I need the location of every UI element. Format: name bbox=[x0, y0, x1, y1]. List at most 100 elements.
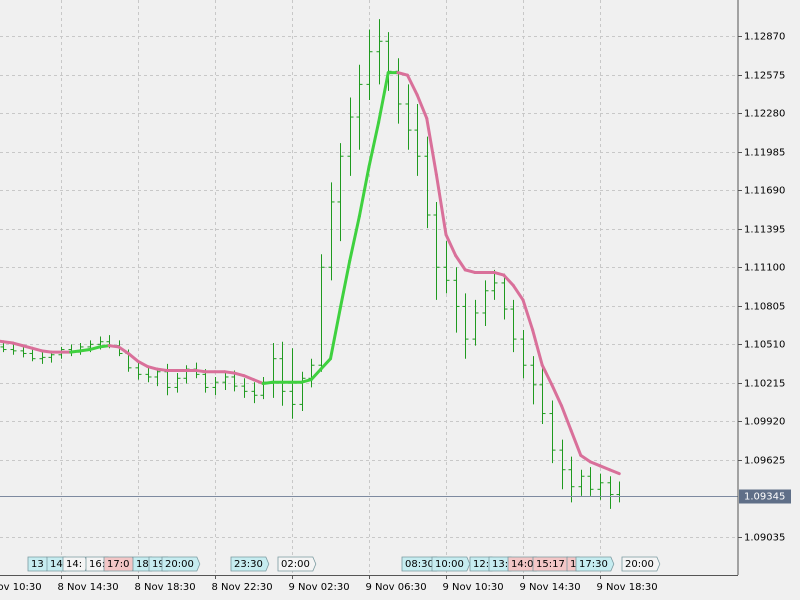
ma-segment bbox=[232, 371, 246, 378]
y-tick-label: 1.09920 bbox=[744, 417, 785, 428]
ma-segment bbox=[598, 464, 612, 472]
ma-segment bbox=[146, 365, 159, 371]
event-label: 14:0 bbox=[511, 559, 533, 570]
ma-segment bbox=[117, 345, 130, 355]
ma-segment bbox=[560, 404, 573, 433]
x-tick-label: 8 Nov 18:30 bbox=[135, 582, 196, 593]
ma-segment bbox=[194, 368, 207, 374]
ma-segment bbox=[11, 341, 24, 348]
y-tick-label: 1.11100 bbox=[744, 263, 785, 274]
x-tick-label: 9 Nov 10:30 bbox=[443, 582, 504, 593]
ma-segment bbox=[348, 214, 361, 263]
ma-segment bbox=[69, 349, 82, 354]
ma-segment bbox=[329, 307, 342, 361]
y-tick-label: 1.09625 bbox=[744, 456, 785, 467]
x-tick-label: 8 Nov 10:30 bbox=[0, 582, 42, 593]
ma-segment bbox=[88, 345, 101, 352]
ma-segment bbox=[463, 268, 477, 274]
y-tick-label: 1.12280 bbox=[744, 109, 785, 120]
y-tick-label: 1.11395 bbox=[744, 225, 785, 236]
ma-segment bbox=[521, 298, 535, 332]
event-label: 13 bbox=[31, 559, 44, 570]
ma-segment bbox=[444, 233, 458, 257]
y-tick-label: 1.10215 bbox=[744, 379, 785, 390]
current-price-box bbox=[739, 489, 791, 504]
y-tick-label: 1.12575 bbox=[744, 71, 785, 82]
ma-segment bbox=[0, 339, 5, 344]
ma-segment bbox=[415, 93, 429, 120]
ma-segment bbox=[309, 367, 323, 382]
ma-segment bbox=[319, 357, 332, 371]
event-tag bbox=[431, 556, 471, 572]
ma-segment bbox=[608, 468, 621, 476]
event-label: 14: bbox=[66, 559, 82, 570]
event-label: 08:30 bbox=[405, 559, 434, 570]
ma-segment bbox=[21, 344, 34, 350]
event-label: 17:0 bbox=[107, 559, 129, 570]
event-label: 20:00 bbox=[165, 559, 194, 570]
y-tick-label: 1.10510 bbox=[744, 340, 785, 351]
ma-segment bbox=[155, 367, 169, 372]
ma-segment bbox=[502, 273, 515, 288]
x-tick-label: 9 Nov 14:30 bbox=[520, 582, 581, 593]
event-label: 15:17 bbox=[536, 559, 565, 570]
event-label: 23:30 bbox=[234, 559, 263, 570]
x-tick-label: 9 Nov 06:30 bbox=[366, 582, 427, 593]
y-tick-label: 1.10805 bbox=[744, 302, 785, 313]
event-tag bbox=[277, 556, 317, 572]
event-label: 18 bbox=[136, 559, 149, 570]
ma-segment bbox=[357, 165, 371, 218]
event-tag bbox=[161, 556, 201, 572]
ma-segment bbox=[492, 270, 506, 277]
current-price-label: 1.09345 bbox=[744, 492, 785, 503]
y-tick-label: 1.11985 bbox=[744, 148, 785, 159]
axes: 1.12870 1.12575 1.12280 1.11985 1.11690 1.113… bbox=[0, 0, 791, 593]
event-label: 14 bbox=[50, 559, 63, 570]
ma-segment bbox=[78, 348, 92, 353]
ma-segment bbox=[425, 116, 438, 177]
x-tick-label: 8 Nov 22:30 bbox=[212, 582, 273, 593]
x-tick-label: 8 Nov 14:30 bbox=[58, 582, 119, 593]
ma-segment bbox=[531, 328, 544, 367]
ma-segment bbox=[252, 378, 265, 386]
event-label: 02:00 bbox=[281, 559, 310, 570]
ma-segment bbox=[367, 120, 381, 169]
grid bbox=[0, 0, 738, 575]
ma-segment bbox=[540, 363, 554, 387]
ma-segment bbox=[579, 453, 592, 464]
event-label: 12: bbox=[473, 559, 489, 570]
event-label: 10:00 bbox=[435, 559, 464, 570]
y-tick-label: 1.11690 bbox=[744, 186, 785, 197]
plot-area bbox=[0, 19, 738, 509]
event-label: 19 bbox=[152, 559, 165, 570]
ma-segment bbox=[588, 460, 602, 468]
ma-segment bbox=[242, 374, 255, 382]
ma-segment bbox=[40, 349, 53, 354]
event-label: 16: bbox=[89, 559, 105, 570]
event-tag bbox=[621, 556, 661, 572]
ma-segment bbox=[98, 344, 111, 349]
ma-segment bbox=[406, 73, 419, 97]
ma-segment bbox=[434, 173, 448, 237]
ma-segment bbox=[30, 346, 44, 353]
ma-segment bbox=[550, 383, 563, 408]
ma-segment bbox=[511, 284, 525, 302]
ma-segment bbox=[126, 351, 140, 363]
ma-segment bbox=[107, 344, 121, 349]
ma-segment bbox=[1, 340, 15, 345]
y-tick-label: 1.09035 bbox=[744, 533, 785, 544]
ma-segment bbox=[338, 259, 352, 311]
ma-segment bbox=[136, 359, 150, 369]
ma-segment bbox=[300, 378, 313, 384]
ma-segment bbox=[261, 380, 275, 386]
event-label: 13: bbox=[492, 559, 508, 570]
x-tick-label: 9 Nov 18:30 bbox=[597, 582, 658, 593]
event-label: 20:00 bbox=[625, 559, 654, 570]
event-tag bbox=[575, 556, 615, 572]
ma-segment bbox=[377, 71, 390, 124]
event-tag bbox=[230, 556, 270, 572]
x-tick-label: 9 Nov 02:30 bbox=[289, 582, 350, 593]
